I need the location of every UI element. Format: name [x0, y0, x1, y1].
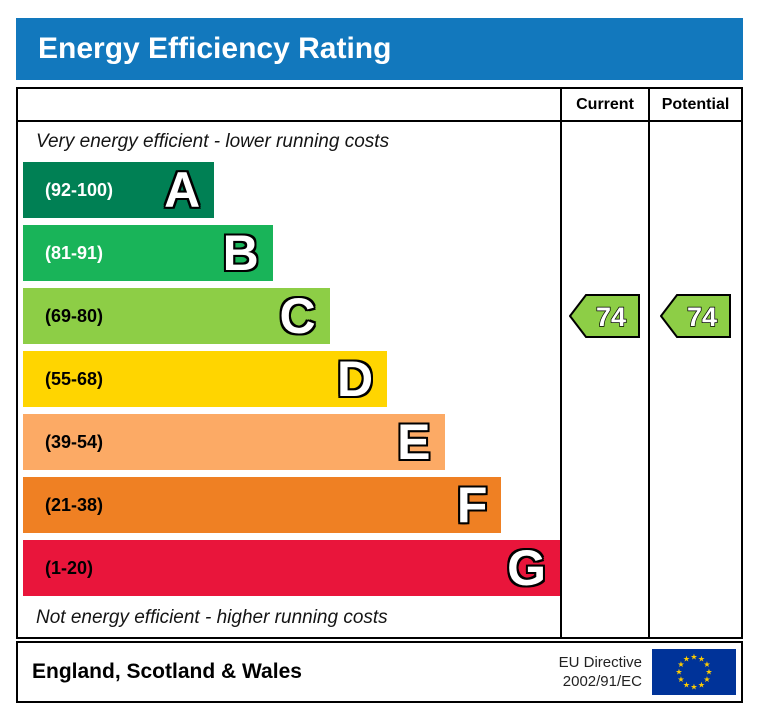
eu-flag-star: ★	[690, 653, 697, 662]
eu-flag-star: ★	[677, 660, 684, 669]
band-letter: F	[456, 477, 488, 533]
table-body-row: Very energy efficient - lower running co…	[18, 122, 741, 637]
eu-flag-star: ★	[698, 655, 705, 664]
band-range-label: (21-38)	[45, 494, 104, 515]
band-range-label: (69-80)	[45, 305, 104, 326]
epc-rating-page: Energy Efficiency Rating Current Potenti…	[16, 0, 743, 703]
table-header-row: Current Potential	[18, 89, 741, 122]
eu-flag-star: ★	[703, 660, 710, 669]
eu-directive-line1: EU Directive	[558, 653, 642, 671]
band-row-d: (55-68) D	[23, 351, 560, 414]
page-title: Energy Efficiency Rating	[16, 18, 743, 80]
current-rating-arrow: 74	[569, 294, 640, 338]
band-bar-e: (39-54) E	[23, 414, 445, 470]
band-range-label: (55-68)	[45, 368, 104, 389]
band-range-label: (92-100)	[45, 179, 114, 200]
bottom-note: Not energy efficient - higher running co…	[36, 607, 388, 628]
eu-flag-star: ★	[690, 683, 697, 692]
eu-directive-label: EU Directive 2002/91/EC	[559, 653, 642, 692]
band-bar-f: (21-38) F	[23, 477, 502, 533]
header-spacer-cell	[18, 89, 560, 120]
top-note: Very energy efficient - lower running co…	[36, 131, 390, 152]
band-bar-c: (69-80) C	[23, 288, 330, 344]
potential-rating-value: 74	[686, 302, 716, 332]
band-letter: E	[397, 414, 431, 470]
band-list: (92-100) A (81-91) B (69-80) C (55-68) D (39-54)…	[18, 162, 560, 603]
region-label: England, Scotland & Wales	[32, 660, 302, 683]
band-row-c: (69-80) C	[23, 288, 560, 351]
chart-area: Very energy efficient - lower running co…	[18, 122, 560, 637]
potential-rating-arrow: 74	[659, 294, 731, 338]
band-range-label: (39-54)	[45, 431, 104, 452]
eu-directive-line2: 2002/91/EC	[562, 673, 642, 690]
band-letter: A	[164, 162, 201, 218]
band-row-e: (39-54) E	[23, 414, 560, 477]
band-row-f: (21-38) F	[23, 477, 560, 540]
band-range-label: (1-20)	[45, 557, 94, 578]
eu-flag-star: ★	[705, 668, 712, 677]
band-letter: B	[222, 225, 259, 281]
current-rating-value: 74	[596, 302, 626, 332]
eu-flag-svg: ★ ★★★★★★★★★★★	[652, 649, 736, 695]
band-bar-d: (55-68) D	[23, 351, 388, 407]
eu-flag-star: ★	[698, 680, 705, 689]
footer-strip: England, Scotland & Wales EU Directive 2…	[16, 641, 743, 703]
band-range-label: (81-91)	[45, 242, 104, 263]
eu-flag-star: ★	[703, 675, 710, 684]
current-column: 74	[560, 122, 648, 637]
band-row-g: (1-20) G	[23, 540, 560, 603]
rating-table: Current Potential Very energy efficient …	[16, 87, 743, 639]
eu-flag-star: ★	[683, 680, 690, 689]
eu-flag-icon: ★ ★ ★ ★ ★ ★ ★ ★ ★ ★ ★ ★	[652, 649, 736, 695]
band-bar-g: (1-20) G	[23, 540, 560, 596]
potential-column: 74	[648, 122, 741, 637]
band-bar-b: (81-91) B	[23, 225, 273, 281]
band-bar-a: (92-100) A	[23, 162, 215, 218]
band-letter: G	[507, 540, 546, 596]
band-letter: D	[336, 351, 374, 407]
band-letter: C	[279, 288, 316, 344]
eu-flag-star: ★	[683, 655, 690, 664]
eu-flag-star: ★	[677, 675, 684, 684]
potential-arrow-shape	[659, 294, 731, 338]
page-title-text: Energy Efficiency Rating	[38, 32, 392, 65]
header-current: Current	[560, 89, 648, 120]
band-row-b: (81-91) B	[23, 225, 560, 288]
eu-flag-star: ★	[675, 668, 682, 677]
header-potential: Potential	[648, 89, 741, 120]
current-arrow-shape	[569, 294, 640, 338]
band-row-a: (92-100) A	[23, 162, 560, 225]
